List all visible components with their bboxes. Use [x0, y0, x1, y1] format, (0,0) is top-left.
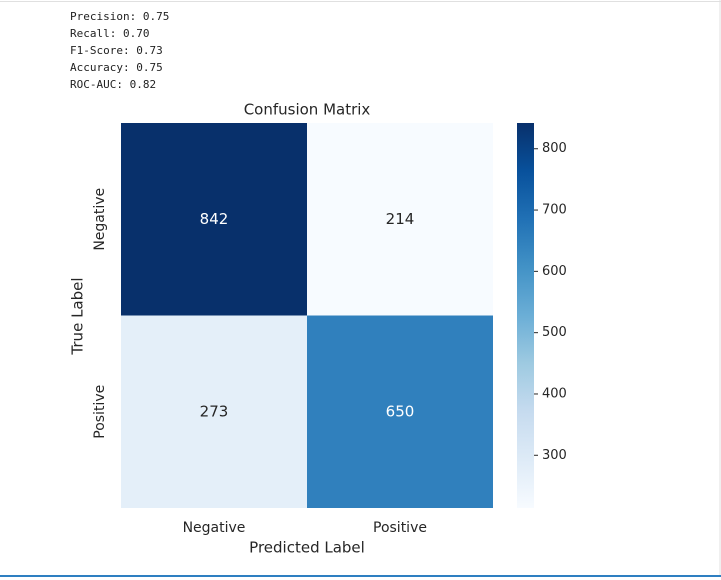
colorbar-tick-label: 300: [542, 448, 567, 463]
colorbar-tick-label: 500: [542, 325, 567, 340]
console-line: Precision: 0.75: [70, 10, 169, 23]
x-tick-label: Positive: [373, 520, 427, 536]
console-line: ROC-AUC: 0.82: [70, 78, 156, 91]
console-line: Recall: 0.70: [70, 27, 149, 40]
heatmap-cell: [307, 315, 493, 508]
cell-label: 842: [200, 210, 229, 228]
colorbar-tick-label: 800: [542, 141, 567, 156]
console-line: Accuracy: 0.75: [70, 61, 163, 74]
colorbar: [517, 123, 534, 508]
y-tick-label: Negative: [92, 188, 108, 251]
colorbar-tick-label: 600: [542, 264, 567, 279]
cell-label: 650: [386, 402, 415, 420]
cell-label: 214: [386, 210, 415, 228]
colorbar-tick-label: 700: [542, 203, 567, 218]
x-axis-label: Predicted Label: [249, 539, 365, 557]
heatmap-cell: [121, 315, 307, 508]
console-line: F1-Score: 0.73: [70, 44, 163, 57]
cell-label: 273: [200, 402, 229, 420]
y-tick-label: Positive: [92, 385, 108, 439]
chart-title: Confusion Matrix: [244, 101, 371, 119]
x-tick-label: Negative: [183, 520, 246, 536]
heatmap-cell: [121, 123, 307, 316]
heatmap-cell: [307, 123, 493, 316]
y-axis-label: True Label: [69, 277, 87, 355]
colorbar-tick-label: 400: [542, 386, 567, 401]
